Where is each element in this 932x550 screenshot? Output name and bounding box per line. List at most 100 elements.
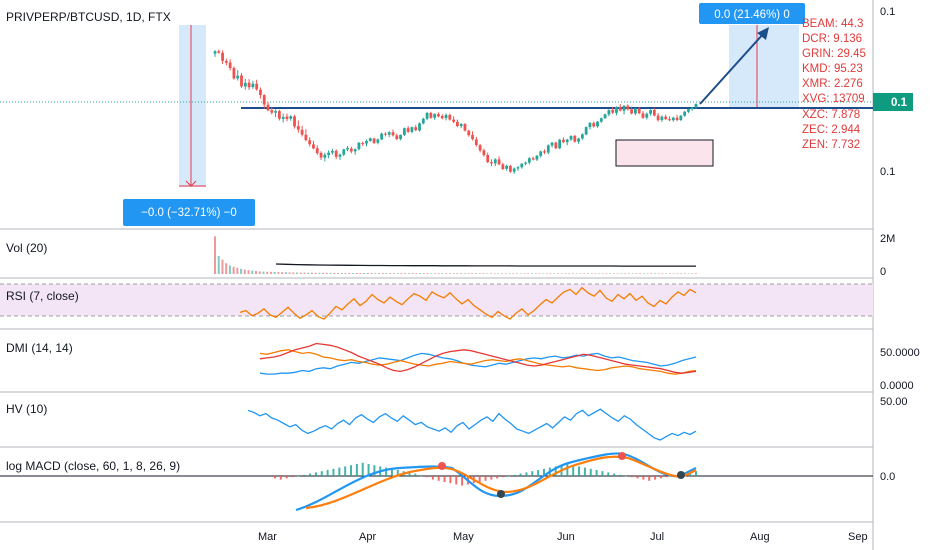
volume-bar: [564, 273, 567, 274]
symbol-list-item: ZEC: 2.944: [802, 124, 861, 136]
candle-body: [577, 138, 580, 142]
measure-down-zone: [179, 25, 206, 187]
candle-body: [353, 149, 357, 152]
candle-body: [630, 109, 634, 114]
volume-bar: [430, 273, 433, 274]
volume-bar: [426, 273, 429, 274]
volume-bar: [232, 266, 235, 274]
current-price-badge[interactable]: [873, 93, 913, 111]
volume-bar: [258, 271, 261, 274]
candle-body: [634, 108, 637, 114]
x-tick: Mar: [258, 531, 277, 543]
macd-histogram-bar: [589, 468, 592, 476]
volume-bar: [650, 273, 653, 274]
measure-down-pill[interactable]: [123, 199, 255, 226]
candle-body: [562, 139, 565, 143]
candle-body: [277, 111, 281, 119]
candle-body: [319, 152, 323, 158]
volume-bar: [504, 273, 507, 274]
candle-body: [584, 127, 588, 135]
volume-bar: [683, 273, 686, 274]
hv-label: HV (10): [6, 402, 47, 416]
candle-body: [531, 158, 535, 160]
symbol-list-item: ZEN: 7.732: [802, 139, 860, 151]
volume-bar: [646, 273, 649, 274]
volume-bar: [400, 273, 403, 274]
volume-bar: [318, 272, 321, 274]
volume-bar: [489, 273, 492, 274]
macd-histogram-bar: [455, 476, 458, 485]
measure-up-pill[interactable]: [699, 3, 805, 24]
candle-body: [478, 145, 482, 151]
dmi-tick-50: 50.0000: [880, 347, 920, 359]
volume-bar: [407, 273, 410, 274]
vol-tick-2m: 2M: [880, 233, 895, 245]
candle-body: [471, 134, 474, 140]
candle-body: [414, 127, 418, 131]
macd-histogram-bar: [314, 472, 317, 476]
candle-body: [221, 52, 224, 61]
dmi-tick-0: 0.0000: [880, 380, 914, 392]
volume-bar: [478, 273, 481, 274]
candle-body: [463, 123, 467, 131]
candle-body: [399, 134, 402, 140]
volume-bar: [433, 273, 436, 274]
macd-histogram-bar: [484, 476, 487, 481]
volume-bar: [236, 267, 239, 274]
candle-body: [486, 155, 490, 163]
candle-body: [611, 109, 615, 113]
candle-body: [293, 116, 296, 127]
volume-bar: [631, 273, 634, 274]
macd-histogram-bar: [426, 476, 429, 478]
range-box: [615, 139, 714, 167]
volume-bar: [411, 273, 414, 274]
candle-body: [346, 148, 349, 150]
volume-bar: [594, 273, 597, 274]
candlestick-series: [213, 49, 698, 174]
volume-bar: [389, 273, 392, 274]
candle-body: [501, 164, 505, 169]
candle-body: [493, 159, 497, 164]
macd-histogram-bar: [390, 468, 393, 476]
macd-histogram-bar: [665, 476, 668, 478]
macd-histogram-bar: [431, 476, 434, 480]
candle-body: [444, 114, 448, 119]
volume-bar: [680, 273, 683, 274]
symbol-list-item: DCR: 9.136: [802, 33, 862, 45]
macd-histogram-bar: [654, 476, 657, 480]
macd-histogram-bar: [513, 474, 516, 476]
macd-histogram-bar: [689, 472, 692, 476]
candle-body: [247, 82, 251, 88]
candle-body: [300, 129, 304, 135]
macd-histogram-bar: [554, 466, 557, 476]
volume-bar: [534, 273, 537, 274]
macd-tick-0: 0.0: [880, 471, 895, 483]
volume-bar: [620, 273, 623, 274]
volume-bar: [396, 273, 399, 274]
price-tick-top: 0.1: [880, 6, 895, 18]
candle-body: [361, 143, 365, 145]
volume-bar: [221, 259, 224, 274]
volume-bar: [512, 273, 515, 274]
volume-bar: [284, 272, 287, 274]
macd-histogram-bar: [396, 470, 399, 476]
candle-body: [664, 116, 668, 120]
candle-body: [516, 167, 520, 169]
macd-histogram-bar: [385, 467, 388, 476]
candle-body: [243, 82, 247, 87]
macd-histogram-bar: [618, 474, 621, 476]
macd-histogram-bar: [578, 466, 581, 476]
volume-bar: [329, 272, 332, 274]
candle-body: [228, 62, 232, 69]
volume-bar: [378, 273, 381, 274]
x-tick: May: [453, 531, 474, 543]
candle-body: [387, 132, 391, 135]
volume-bar: [508, 273, 511, 274]
volume-bar: [571, 273, 574, 274]
volume-bar: [288, 272, 291, 274]
symbol-list: BEAM: 44.3 DCR: 9.136 GRIN: 29.45 KMD: 9…: [802, 18, 866, 151]
candle-body: [573, 135, 577, 142]
macd-label: log MACD (close, 60, 1, 8, 26, 9): [6, 459, 180, 473]
volume-bar: [228, 265, 231, 274]
candle-body: [304, 134, 308, 141]
